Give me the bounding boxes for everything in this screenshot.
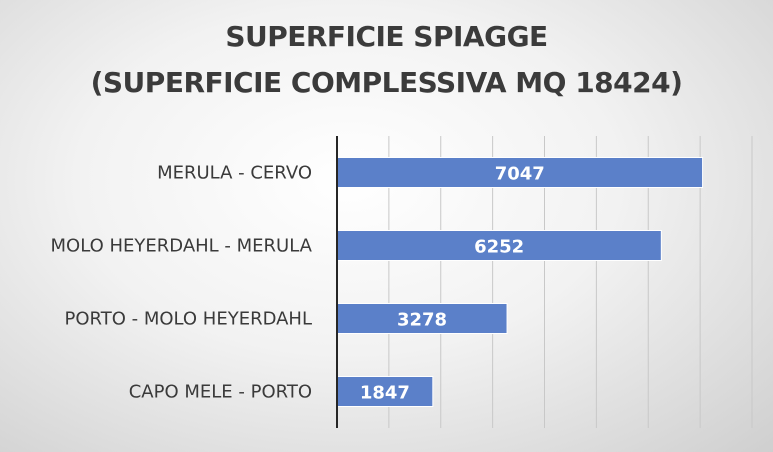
bar [336,157,704,188]
category-label: PORTO - MOLO HEYERDAHL [65,309,313,330]
data-label: 3278 [397,310,447,331]
chart-title-line-1: SUPERFICIE SPIAGGE [225,20,548,53]
data-label: 7047 [495,164,545,185]
bar [336,303,508,334]
category-label: CAPO MELE - PORTO [129,382,312,403]
category-label: MOLO HEYERDAHL - MERULA [51,236,313,257]
data-label: 1847 [360,383,410,404]
chart-title-line-2: (SUPERFICIE COMPLESSIVA MQ 18424) [90,66,683,99]
data-label: 6252 [474,237,524,258]
category-label: MERULA - CERVO [157,163,312,184]
